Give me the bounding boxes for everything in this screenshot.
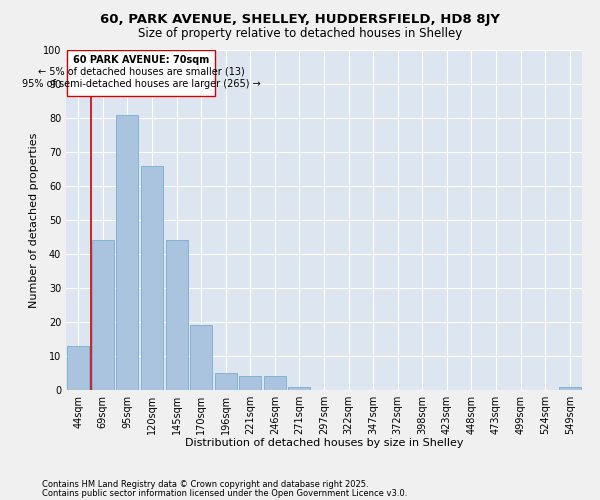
Text: Contains public sector information licensed under the Open Government Licence v3: Contains public sector information licen… — [42, 488, 407, 498]
Bar — [190, 326, 212, 390]
Bar — [166, 240, 188, 390]
Text: 60 PARK AVENUE: 70sqm: 60 PARK AVENUE: 70sqm — [73, 55, 209, 65]
Bar — [67, 346, 89, 390]
Bar — [239, 376, 262, 390]
X-axis label: Distribution of detached houses by size in Shelley: Distribution of detached houses by size … — [185, 438, 463, 448]
Bar — [289, 386, 310, 390]
Text: ← 5% of detached houses are smaller (13): ← 5% of detached houses are smaller (13) — [38, 67, 244, 77]
Y-axis label: Number of detached properties: Number of detached properties — [29, 132, 38, 308]
Text: 60, PARK AVENUE, SHELLEY, HUDDERSFIELD, HD8 8JY: 60, PARK AVENUE, SHELLEY, HUDDERSFIELD, … — [100, 12, 500, 26]
Bar — [215, 373, 237, 390]
Bar — [116, 114, 139, 390]
Bar — [264, 376, 286, 390]
Bar — [141, 166, 163, 390]
Text: 95% of semi-detached houses are larger (265) →: 95% of semi-detached houses are larger (… — [22, 79, 260, 89]
FancyBboxPatch shape — [67, 50, 215, 96]
Bar — [92, 240, 114, 390]
Text: Contains HM Land Registry data © Crown copyright and database right 2025.: Contains HM Land Registry data © Crown c… — [42, 480, 368, 489]
Bar — [559, 386, 581, 390]
Text: Size of property relative to detached houses in Shelley: Size of property relative to detached ho… — [138, 28, 462, 40]
